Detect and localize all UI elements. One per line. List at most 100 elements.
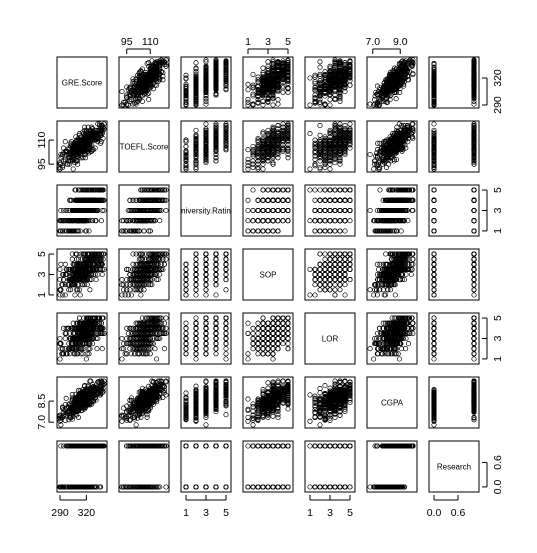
data-point [285,126,291,132]
data-point [280,63,286,69]
data-point [317,142,323,148]
data-point [431,132,437,138]
data-point [374,101,380,107]
data-point [384,153,390,159]
data-point [213,75,219,81]
data-point [342,132,348,138]
data-point [270,145,276,151]
data-point [270,134,276,140]
data-point [213,143,219,150]
data-point [69,158,75,164]
data-point [317,150,323,156]
points-r1-c0 [57,121,107,172]
data-point [213,155,219,161]
data-point [307,102,313,108]
data-point [312,79,318,85]
data-point [203,101,209,107]
data-point [139,66,145,72]
panel-r1-c3 [242,120,294,173]
data-point [223,124,229,130]
data-point [471,123,477,129]
data-point [280,135,286,142]
data-point [265,140,271,146]
data-point [332,124,338,130]
data-point [312,99,318,105]
data-point [317,59,323,65]
data-point [265,158,271,164]
data-point [260,161,266,167]
panel-r0-c2 [180,56,232,109]
data-point [375,91,381,97]
panel-frame-r0-c3 [242,56,294,109]
data-point [146,97,152,103]
data-point [405,135,412,142]
data-point [431,158,437,164]
data-point [327,155,333,161]
data-point [431,153,437,159]
data-point [193,161,199,167]
data-point [275,82,281,88]
data-point [280,83,286,89]
data-point [223,147,229,153]
data-point [327,63,333,69]
data-point [280,121,286,127]
data-point [223,126,229,132]
data-point [342,140,348,146]
data-point [245,99,251,105]
data-point [154,82,160,88]
data-point [322,160,328,166]
panel-r1-c6 [428,120,480,173]
data-point [392,81,398,87]
data-point [322,147,328,153]
data-point [155,71,161,77]
data-point [337,81,343,87]
data-point [317,166,323,172]
data-point [471,156,477,162]
data-point [374,150,380,156]
data-point [127,89,133,95]
data-point [332,134,338,140]
data-point [394,124,400,130]
data-point [213,81,219,87]
data-point [337,150,343,156]
data-point [431,143,437,150]
data-point [471,137,477,143]
data-point [57,166,63,172]
data-point [203,127,209,133]
data-point [342,127,348,133]
data-point [327,97,333,103]
data-point [332,135,338,142]
data-point [389,82,395,88]
data-point [260,131,266,137]
data-point [405,139,411,145]
data-point [265,79,271,85]
data-point [327,158,333,164]
data-point [393,96,399,102]
data-point [213,92,219,98]
data-point [255,147,261,153]
data-point [223,121,229,127]
data-point [285,58,291,64]
data-point [337,158,343,164]
data-point [80,155,86,161]
data-point [100,127,106,133]
data-point [193,137,199,143]
data-point [431,72,437,78]
data-point [312,92,318,98]
data-point [265,131,271,137]
data-point [183,76,189,82]
data-point [82,135,88,142]
data-point [193,166,199,172]
data-point [132,88,138,95]
data-point [431,129,437,135]
data-point [265,134,271,140]
data-point [403,145,409,151]
data-point [317,123,323,129]
data-point [270,147,276,153]
data-point [203,143,209,150]
data-point [322,156,328,162]
data-point [183,139,189,145]
data-point [327,127,333,133]
data-point [260,142,266,148]
data-point [275,71,281,77]
